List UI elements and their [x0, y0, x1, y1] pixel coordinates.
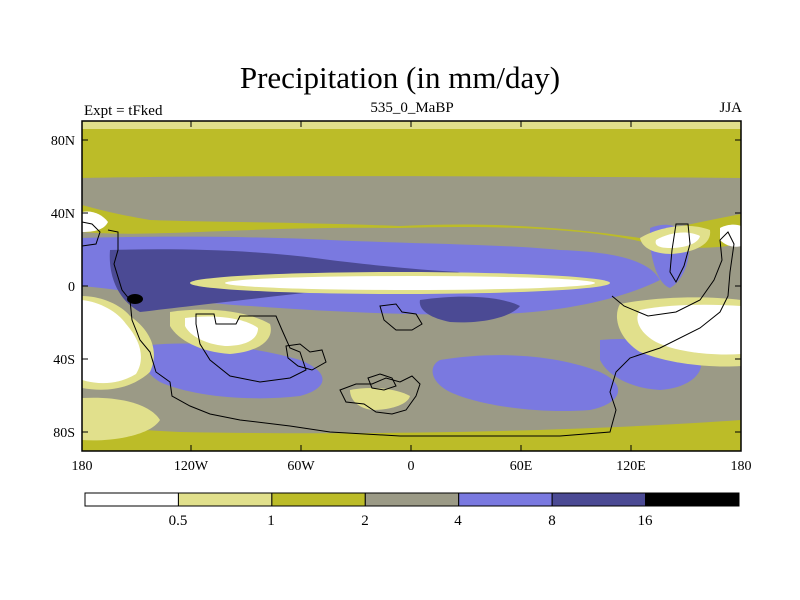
field-grey-north: [82, 176, 741, 238]
x-tick-label: 0: [408, 459, 415, 474]
x-tick-label: 180: [731, 459, 752, 474]
colorbar-label: 0.5: [169, 513, 188, 529]
field-dry-southamerica-white: [185, 316, 258, 346]
colorbar-swatch: [551, 492, 647, 507]
y-tick-label: 40N: [51, 207, 75, 222]
field-dry-tongue-white: [225, 276, 595, 290]
colorbar-swatch: [84, 492, 179, 507]
field-dry-southwest-white: [82, 300, 141, 384]
colorbar-swatch: [645, 492, 740, 507]
y-tick-label: 80N: [51, 134, 75, 149]
y-tick-label: 80S: [53, 426, 75, 441]
field-navy-itcz-east: [419, 296, 520, 323]
outline-equatorial-island: [379, 303, 423, 331]
x-axis-labels: 180 120W 60W 0 60E 120E 180: [72, 459, 752, 474]
season-label: JJA: [719, 100, 742, 116]
x-tick-label: 60W: [287, 459, 315, 474]
x-tick-label: 120E: [616, 459, 646, 474]
colorbar-label: 8: [548, 513, 556, 529]
field-periwinkle-southwest: [142, 343, 323, 399]
field-dry-south-light: [82, 397, 160, 441]
experiment-label: Expt = tFked: [84, 103, 163, 119]
tick-marks: [82, 121, 741, 451]
field-dry-northeast-white: [720, 224, 741, 247]
outline-main-gondwana: [107, 229, 735, 437]
y-tick-label: 0: [68, 280, 75, 295]
outline-southern-block: [339, 375, 421, 415]
outline-south-america-block: [195, 313, 307, 383]
colorbar-label: 2: [361, 513, 369, 529]
field-dry-east-white: [637, 304, 741, 355]
colorbar-swatch: [177, 492, 273, 507]
field-black-max: [127, 294, 143, 304]
colorbar: [84, 492, 740, 507]
outline-asia-sliver: [669, 223, 691, 284]
y-axis-labels: 80N 40N 0 40S 80S: [51, 134, 75, 441]
colorbar-labels: 0.5 1 2 4 8 16: [169, 513, 653, 529]
colorbar-swatch: [458, 492, 553, 507]
colorbar-label: 1: [267, 513, 275, 529]
outline-southern-inner: [367, 373, 397, 391]
colorbar-swatch: [364, 492, 460, 507]
continent-outlines: [81, 221, 735, 437]
outline-small-block: [285, 343, 327, 371]
outline-northwest-fragment: [81, 221, 101, 247]
map-title: Precipitation (in mm/day): [239, 60, 561, 95]
x-tick-label: 120W: [174, 459, 209, 474]
field-dry-northwest-white: [82, 211, 108, 232]
colorbar-label: 16: [638, 513, 654, 529]
x-tick-label: 180: [72, 459, 93, 474]
field-periwinkle-southeast: [432, 355, 619, 412]
colorbar-label: 4: [454, 513, 462, 529]
x-tick-label: 60E: [510, 459, 533, 474]
time-period-label: 535_0_MaBP: [370, 100, 454, 116]
y-tick-label: 40S: [53, 353, 75, 368]
colorbar-swatch: [271, 492, 366, 507]
